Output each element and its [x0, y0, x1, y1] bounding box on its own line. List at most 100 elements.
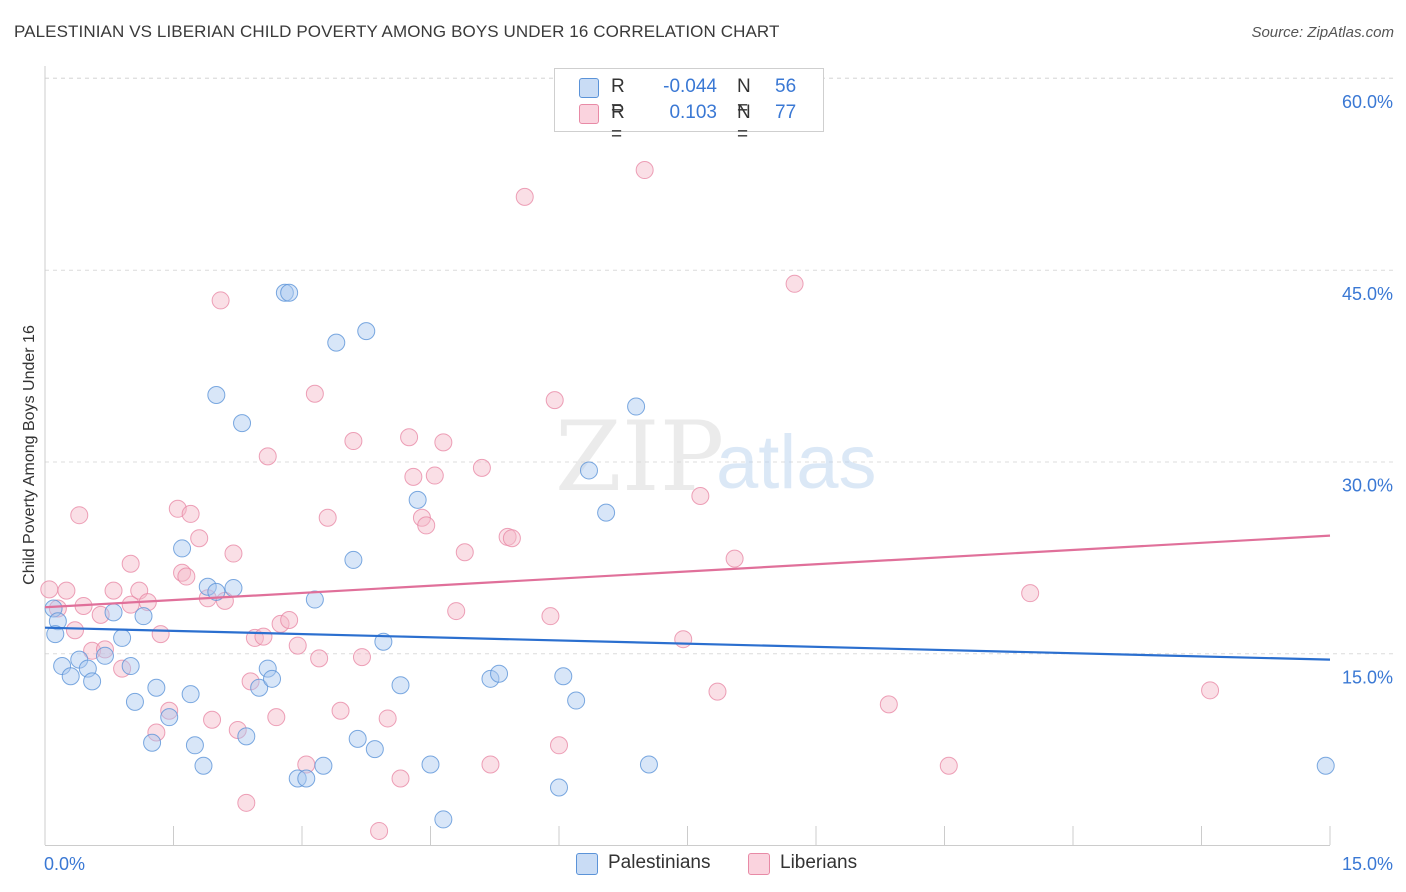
palestinian-point [185, 736, 204, 755]
trend-lines [44, 534, 1331, 661]
liberian-point [550, 736, 568, 755]
liberian-point [1021, 584, 1040, 603]
palestinian-point [434, 810, 453, 829]
grid-lines [45, 77, 1393, 655]
watermark-zip: ZIP [555, 401, 724, 513]
y-tick-label: 60.0% [1342, 92, 1393, 112]
liberian-point [254, 627, 273, 646]
x-tick-label: 0.0% [44, 854, 85, 874]
liberian-point [331, 701, 350, 720]
liberians-swatch [579, 104, 599, 124]
n-label: N = [737, 76, 751, 119]
palestinian-point [567, 691, 586, 710]
palestinian-point [550, 778, 568, 797]
liberian-point [545, 391, 564, 410]
palestinian-point [134, 607, 153, 626]
liberian-point [151, 625, 170, 644]
palestinians-legend-swatch [576, 853, 598, 875]
liberian-point [70, 506, 89, 525]
palestinian-point [83, 672, 102, 691]
palestinian-point [348, 729, 367, 748]
y-tick-label: 15.0% [1342, 667, 1393, 687]
palestinian-point [147, 678, 166, 697]
y-tick-label: 45.0% [1342, 284, 1393, 304]
palestinians-points [44, 283, 1335, 829]
liberian-point [635, 161, 654, 180]
palestinian-point [639, 755, 658, 774]
liberian-point [121, 595, 140, 614]
liberian-point [305, 384, 324, 403]
liberian-point [318, 508, 337, 527]
liberian-point [417, 516, 436, 535]
liberian-point [400, 428, 419, 447]
liberian-point [95, 640, 114, 659]
liberian-point [434, 433, 453, 452]
palestinian-point [297, 769, 316, 788]
liberian-point [65, 621, 84, 640]
palestinian-point [275, 283, 294, 302]
liberian-point [691, 487, 710, 506]
palestinian-point [357, 322, 376, 341]
liberian-point [674, 630, 693, 649]
palestinian-point [554, 667, 573, 686]
liberian-point [104, 581, 123, 600]
liberian-point [352, 648, 371, 667]
liberian-point [203, 710, 222, 729]
liberian-point [40, 580, 59, 599]
liberian-point [370, 821, 389, 840]
liberian-point [455, 543, 474, 562]
liberian-point [344, 432, 363, 451]
liberian-point [391, 769, 410, 788]
palestinian-point [224, 579, 243, 598]
palestinian-point [113, 628, 132, 647]
source-label: Source: ZipAtlas.com [1251, 24, 1394, 41]
liberian-point [708, 682, 727, 701]
liberian-point [190, 529, 209, 548]
liberian-point [177, 567, 196, 586]
liberian-point [541, 607, 560, 626]
tick-labels: 15.0% 30.0% 45.0% 60.0% 0.0% 15.0% [44, 92, 1393, 874]
palestinian-point [95, 646, 114, 665]
palestinian-point [207, 386, 226, 405]
liberians-trend-line [44, 534, 1331, 609]
r-value: 0.103 [669, 102, 717, 123]
palestinian-point [61, 667, 80, 686]
liberian-point [502, 529, 521, 548]
liberian-point [271, 614, 290, 633]
liberian-point [404, 467, 423, 486]
palestinian-point [408, 490, 427, 509]
palestinian-point [327, 333, 346, 352]
palestinian-point [579, 461, 598, 480]
liberian-point [267, 708, 286, 727]
n-value: 77 [775, 102, 797, 123]
liberian-point [280, 611, 299, 630]
palestinian-point [1316, 756, 1335, 775]
liberian-point [515, 187, 534, 206]
r-label: R = [611, 76, 625, 119]
palestinian-point [198, 577, 217, 596]
liberian-point [472, 458, 491, 477]
watermark-atlas: atlas [716, 420, 877, 505]
liberian-point [1201, 681, 1220, 700]
palestinian-point [173, 539, 192, 558]
liberian-point [258, 447, 277, 466]
n-value: 56 [775, 76, 797, 97]
palestinian-point [374, 632, 393, 651]
liberian-point [288, 636, 307, 655]
liberian-point [121, 554, 140, 573]
palestinian-point [237, 727, 256, 746]
liberian-point [310, 649, 329, 668]
liberian-point [725, 549, 744, 568]
palestinian-point [391, 676, 410, 695]
palestinian-point [207, 582, 226, 601]
liberian-point [57, 581, 76, 600]
liberian-point [48, 599, 67, 618]
palestinian-point [627, 397, 646, 416]
watermark: ZIP atlas [555, 401, 877, 513]
liberian-point [785, 274, 804, 293]
palestinian-point [233, 414, 252, 433]
liberian-point [378, 709, 397, 728]
palestinian-point [344, 550, 363, 569]
n-label: N = [737, 102, 751, 145]
